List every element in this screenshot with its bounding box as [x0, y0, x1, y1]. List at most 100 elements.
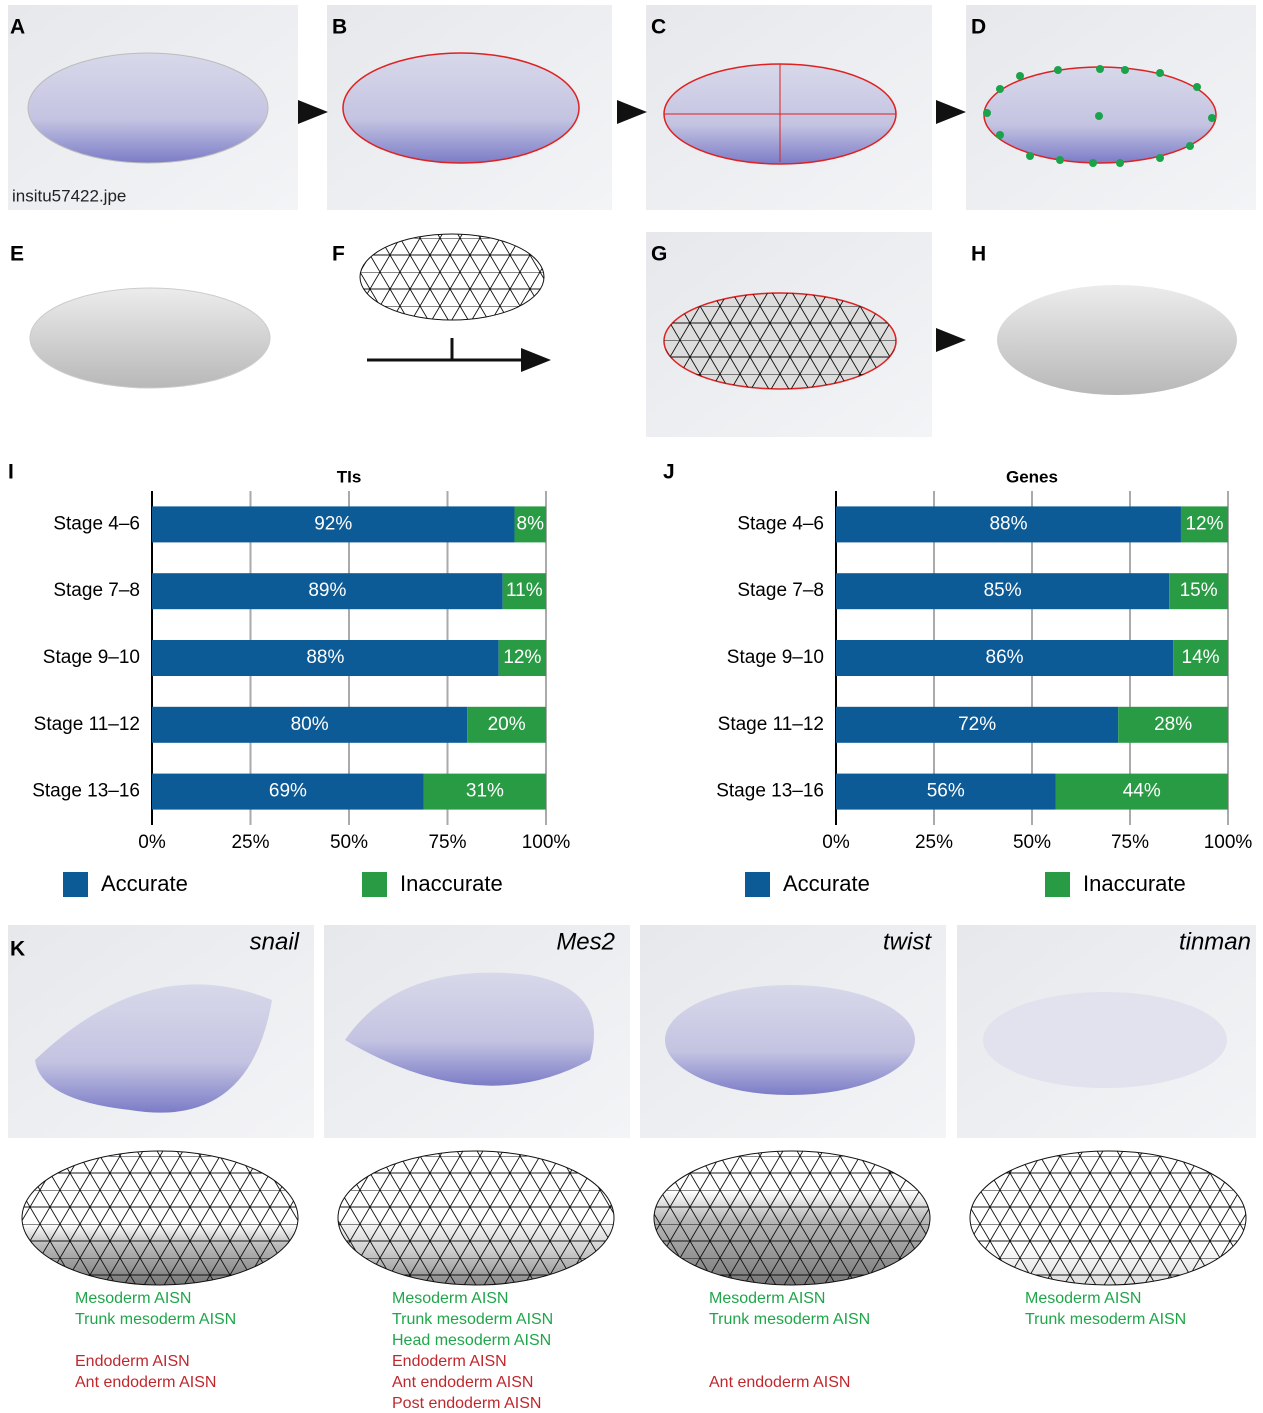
legend-swatch [63, 872, 88, 897]
illustration-circle [983, 109, 991, 117]
illustration-circle [1096, 65, 1104, 73]
legend-swatch [362, 872, 387, 897]
category-label: Stage 9–10 [43, 647, 140, 668]
illustration-circle [1054, 66, 1062, 74]
filename: insitu57422.jpe [12, 186, 126, 205]
legend-label: Accurate [783, 871, 870, 896]
chart-title: TIs [337, 467, 362, 486]
x-tick-label: 75% [1111, 832, 1149, 853]
illustration-ellipse [28, 53, 268, 163]
bar-value-label: 14% [1182, 647, 1220, 668]
bar-value-label: 89% [308, 580, 346, 601]
bar-value-label: 12% [503, 647, 541, 668]
bar-value-label: 20% [488, 714, 526, 735]
category-label: Stage 7–8 [737, 580, 824, 601]
page: {"panel_labels": ["A", "B", "C", "D", "E… [0, 0, 1263, 1413]
gene-name: tinman [1179, 928, 1251, 955]
illustration-ellipse [22, 1151, 298, 1285]
x-tick-label: 25% [915, 832, 953, 853]
annotation-correct: Mesoderm AISN [392, 1290, 508, 1307]
illustration-circle [1095, 112, 1103, 120]
panel-label: K [10, 938, 25, 961]
chart-title: Genes [1006, 467, 1058, 486]
panel-label: F [332, 243, 345, 266]
illustration-circle [1016, 72, 1024, 80]
bar-value-label: 69% [269, 781, 307, 802]
illustration-circle [996, 131, 1004, 139]
annotation-correct: Mesoderm AISN [1025, 1290, 1141, 1307]
illustration-circle [1056, 156, 1064, 164]
category-label: Stage 11–12 [34, 714, 140, 735]
figure: insitu57422.jpe ABCDEFGHIJKTIs0%25%50%75… [0, 0, 1263, 1413]
illustration-circle [1156, 69, 1164, 77]
illustration-ellipse [654, 1151, 930, 1285]
legend-label: Accurate [101, 871, 188, 896]
row-genes [8, 925, 1256, 1285]
x-tick-label: 25% [231, 832, 269, 853]
illustration-ellipse [665, 985, 915, 1095]
bar-value-label: 92% [314, 513, 352, 534]
illustration-ellipse [997, 285, 1237, 395]
panel-label: D [971, 16, 986, 39]
illustration-ellipse [983, 992, 1227, 1088]
annotation-correct: Mesoderm AISN [75, 1290, 191, 1307]
illustration-circle [1156, 154, 1164, 162]
legend-label: Inaccurate [1083, 871, 1186, 896]
panel-label: J [663, 461, 675, 484]
illustration-circle [1116, 159, 1124, 167]
category-label: Stage 11–12 [718, 714, 824, 735]
illustration-circle [1089, 159, 1097, 167]
panel-label: I [8, 461, 14, 484]
annotation-correct: Trunk mesoderm AISN [1025, 1311, 1186, 1328]
illustration-circle [1193, 83, 1201, 91]
row-second [30, 232, 1237, 437]
bar-value-label: 44% [1123, 781, 1161, 802]
category-label: Stage 4–6 [737, 513, 824, 534]
annotation-incorrect: Post endoderm AISN [392, 1395, 541, 1412]
row-top [8, 5, 1256, 210]
bar-value-label: 15% [1180, 580, 1218, 601]
category-label: Stage 4–6 [53, 513, 140, 534]
legend-label: Inaccurate [400, 871, 503, 896]
illustration-ellipse [338, 1151, 614, 1285]
category-label: Stage 13–16 [32, 781, 140, 802]
x-tick-label: 50% [1013, 832, 1051, 853]
x-tick-label: 100% [522, 832, 571, 853]
panel-label: A [10, 16, 25, 39]
annotation-incorrect: Endoderm AISN [392, 1353, 507, 1370]
bar-value-label: 80% [291, 714, 329, 735]
body: insitu57422.jpe ABCDEFGHIJKTIs0%25%50%75… [0, 0, 1263, 1413]
illustration-circle [1208, 114, 1216, 122]
x-tick-label: 75% [428, 832, 466, 853]
legend-swatch [745, 872, 770, 897]
illustration-circle [996, 85, 1004, 93]
annotation-correct: Head mesoderm AISN [392, 1332, 551, 1349]
bar-value-label: 88% [989, 513, 1027, 534]
illustration-circle [1026, 152, 1034, 160]
bar-value-label: 56% [927, 781, 965, 802]
illustration-ellipse [664, 293, 896, 389]
annotation-correct: Trunk mesoderm AISN [392, 1311, 553, 1328]
annotation-incorrect: Ant endoderm AISN [709, 1374, 850, 1391]
legend-swatch [1045, 872, 1070, 897]
panel-label: C [651, 16, 666, 39]
illustration-ellipse [360, 234, 544, 320]
bar-value-label: 88% [306, 647, 344, 668]
annotation-correct: Mesoderm AISN [709, 1290, 825, 1307]
gene-name: snail [250, 928, 300, 955]
annotation-incorrect: Ant endoderm AISN [75, 1374, 216, 1391]
annotation-correct: Trunk mesoderm AISN [709, 1311, 870, 1328]
bar-value-label: 86% [986, 647, 1024, 668]
category-label: Stage 13–16 [716, 781, 824, 802]
bar-value-label: 12% [1185, 513, 1223, 534]
x-tick-label: 50% [330, 832, 368, 853]
annotation-incorrect: Endoderm AISN [75, 1353, 190, 1370]
panel-label: E [10, 243, 24, 266]
gene-name: Mes2 [556, 928, 615, 955]
gene-name: twist [883, 928, 932, 955]
bar-value-label: 11% [506, 580, 543, 601]
panel-label: G [651, 243, 667, 266]
bar-value-label: 31% [466, 781, 504, 802]
x-tick-label: 100% [1204, 832, 1253, 853]
illustration-ellipse [343, 53, 579, 163]
